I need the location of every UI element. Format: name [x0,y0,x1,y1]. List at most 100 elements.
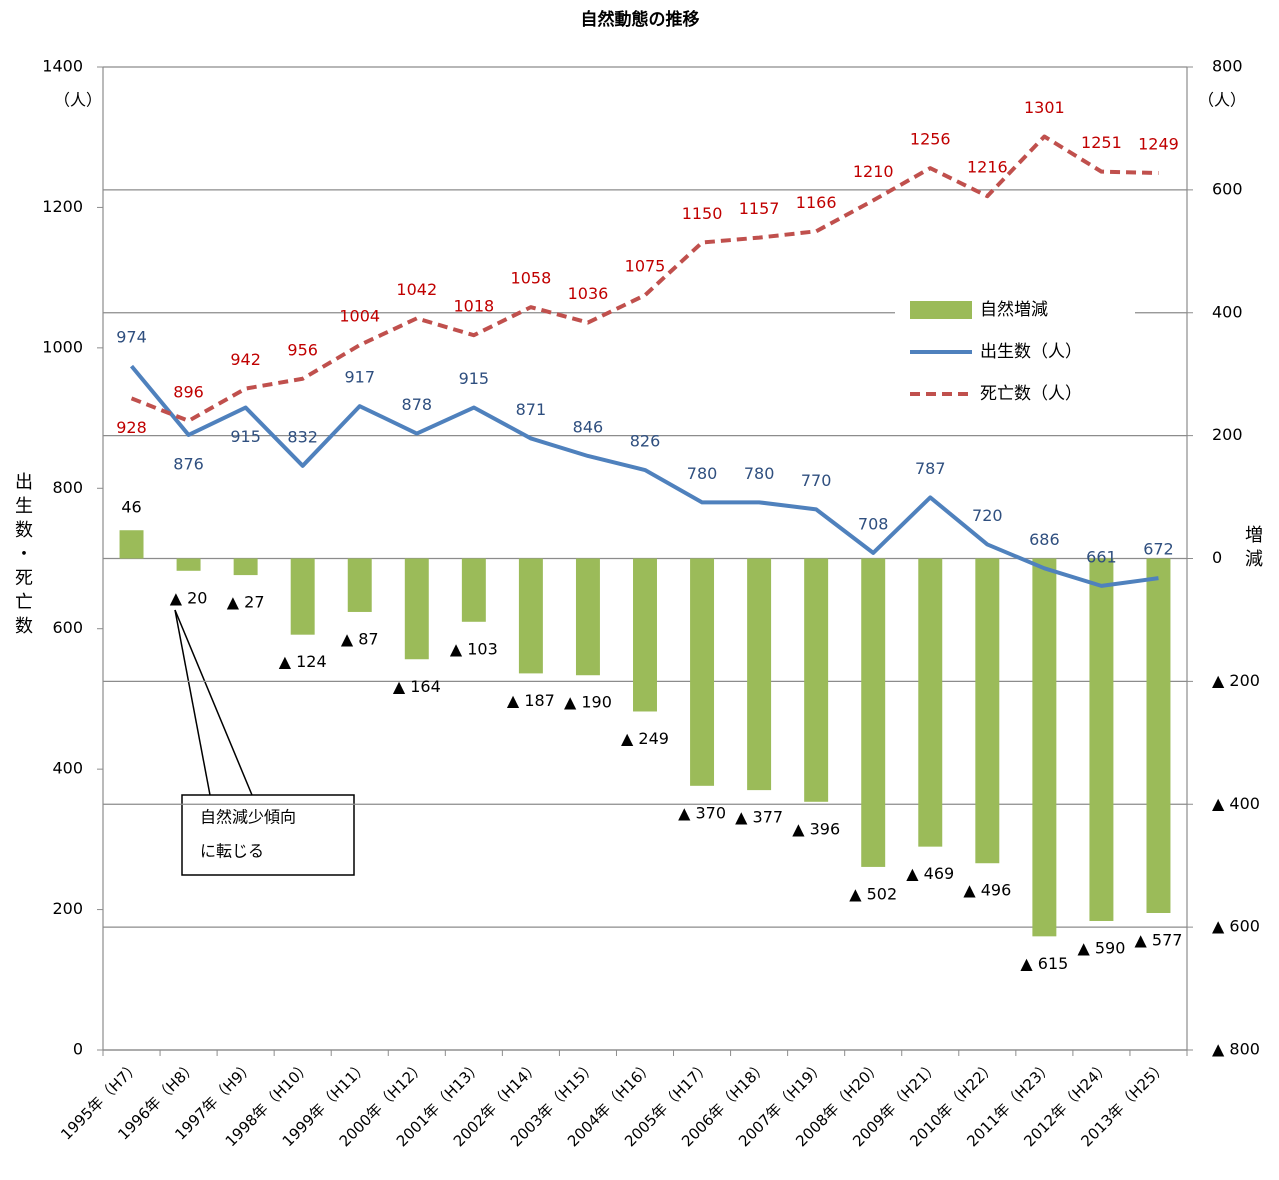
line-value-label: 1301 [1024,98,1065,117]
line-value-label: 915 [230,427,261,446]
line-value-label: 780 [744,464,775,483]
bar-value-label: ▲ 20 [170,588,208,607]
y2-tick-label: 0 [1212,548,1222,567]
bar [176,558,201,571]
y2-tick-label: 600 [1212,179,1243,198]
bar [633,558,657,712]
line-value-label: 1166 [796,193,837,212]
annotation-box [181,794,355,876]
bar-value-label: ▲ 577 [1135,930,1183,949]
bar-value-label: ▲ 187 [507,691,555,710]
line-value-label: 1256 [910,130,951,149]
line [130,134,1159,423]
annotation: 自然減少傾向 [200,808,296,827]
line-value-label: 871 [516,400,547,419]
bar [518,558,543,674]
y2-tick-label: ▲ 400 [1212,794,1260,813]
line-value-label: 915 [459,369,490,388]
y-tick-label: 800 [52,478,83,497]
legend-swatch [910,301,972,319]
y-tick-label: 0 [73,1040,83,1059]
line-value-label: 1210 [853,162,894,181]
line-value-label: 1075 [625,257,666,276]
line-value-label: 708 [858,514,889,533]
y2-axis-title: 増減 [1242,525,1263,573]
bar-value-label: ▲ 502 [849,884,897,903]
line-value-label: 1249 [1138,135,1179,154]
bar-value-label: ▲ 27 [227,593,265,612]
y-tick-label: 1000 [42,337,83,356]
line-value-label: 672 [1143,540,1174,559]
bar [290,558,315,635]
bar [690,558,715,786]
line-value-label: 1216 [967,158,1008,177]
bar [1032,558,1057,937]
bar [747,558,772,791]
y-tick-label: 600 [52,618,83,637]
line-value-label: 686 [1029,530,1060,549]
y2-tick-label: ▲ 800 [1212,1040,1260,1059]
y2-tick-label: ▲ 600 [1212,917,1260,936]
bar-value-label: ▲ 103 [450,639,498,658]
line-value-label: 1157 [739,199,780,218]
y-tick-label: 1200 [42,197,83,216]
bar-value-label: ▲ 396 [792,819,840,838]
line-value-label: 896 [173,382,204,401]
bar-value-label: ▲ 590 [1077,938,1125,957]
line-value-label: 826 [630,432,661,451]
bar-value-label: ▲ 124 [279,652,327,671]
line-value-label: 917 [344,368,375,387]
bar [918,558,943,847]
annotation-arrow [174,609,211,796]
line-value-label: 876 [173,454,204,473]
bar-value-label: ▲ 249 [621,729,669,748]
y-tick-label: 400 [52,759,83,778]
bar-value-label: ▲ 87 [341,629,379,648]
annotation: に転じる [200,842,264,861]
bar-value-label: ▲ 190 [564,693,612,712]
line-value-label: 1150 [682,204,723,223]
bar [861,558,886,867]
y2-tick-label: ▲ 200 [1212,671,1260,690]
bar-value-label: ▲ 496 [963,881,1011,900]
line-value-label: 928 [116,418,147,437]
line-value-label: 770 [801,471,832,490]
line-value-label: 1018 [453,297,494,316]
legend-label: 死亡数（人） [980,384,1082,404]
line-value-label: 720 [972,506,1003,525]
line-value-label: 878 [402,395,433,414]
y-unit: （人） [54,91,102,110]
legend-label: 出生数（人） [980,342,1082,362]
legend-label: 自然増減 [980,300,1048,320]
y2-unit: （人） [1198,91,1246,110]
line-value-label: 956 [287,340,318,359]
line-value-label: 1004 [339,307,380,326]
bar-value-label: ▲ 164 [393,677,441,696]
bar [804,558,829,802]
line-value-label: 1042 [396,280,437,299]
bar [119,530,144,559]
line-value-label: 1058 [511,269,552,288]
line-value-label: 780 [687,464,718,483]
bar-value-label: ▲ 377 [735,808,783,827]
chart-title: 自然動態の推移 [581,9,700,30]
y2-tick-label: 400 [1212,302,1243,321]
line-value-label: 846 [573,417,604,436]
line [129,364,1159,588]
line-value-label: 1036 [568,284,609,303]
y-tick-label: 1400 [42,57,83,76]
bar [1146,558,1171,913]
bar [461,558,486,622]
line-value-label: 942 [230,350,261,369]
bar [233,558,258,576]
line-value-label: 1251 [1081,133,1122,152]
y2-tick-label: 200 [1212,425,1243,444]
bar [975,558,1000,864]
y-tick-label: 200 [52,899,83,918]
annotation-arrow [174,609,253,796]
line-value-label: 787 [915,459,946,478]
line-value-label: 974 [116,328,147,347]
y-axis-title: 出生数・死亡数 [12,472,33,640]
bar-value-label: 46 [121,498,141,517]
